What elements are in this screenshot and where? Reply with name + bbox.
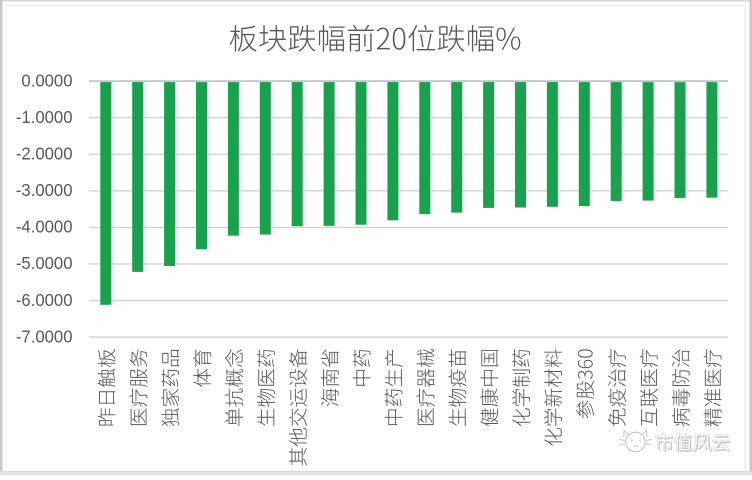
svg-text:-2.0000: -2.0000 bbox=[16, 144, 73, 163]
svg-text:0.0000: 0.0000 bbox=[21, 71, 72, 90]
svg-text:-7.0000: -7.0000 bbox=[16, 327, 73, 346]
svg-text:-1.0000: -1.0000 bbox=[16, 108, 73, 127]
svg-text:-4.0000: -4.0000 bbox=[16, 217, 73, 236]
svg-text:-6.0000: -6.0000 bbox=[16, 290, 73, 309]
svg-text:-5.0000: -5.0000 bbox=[16, 254, 73, 273]
svg-text:-3.0000: -3.0000 bbox=[16, 181, 73, 200]
